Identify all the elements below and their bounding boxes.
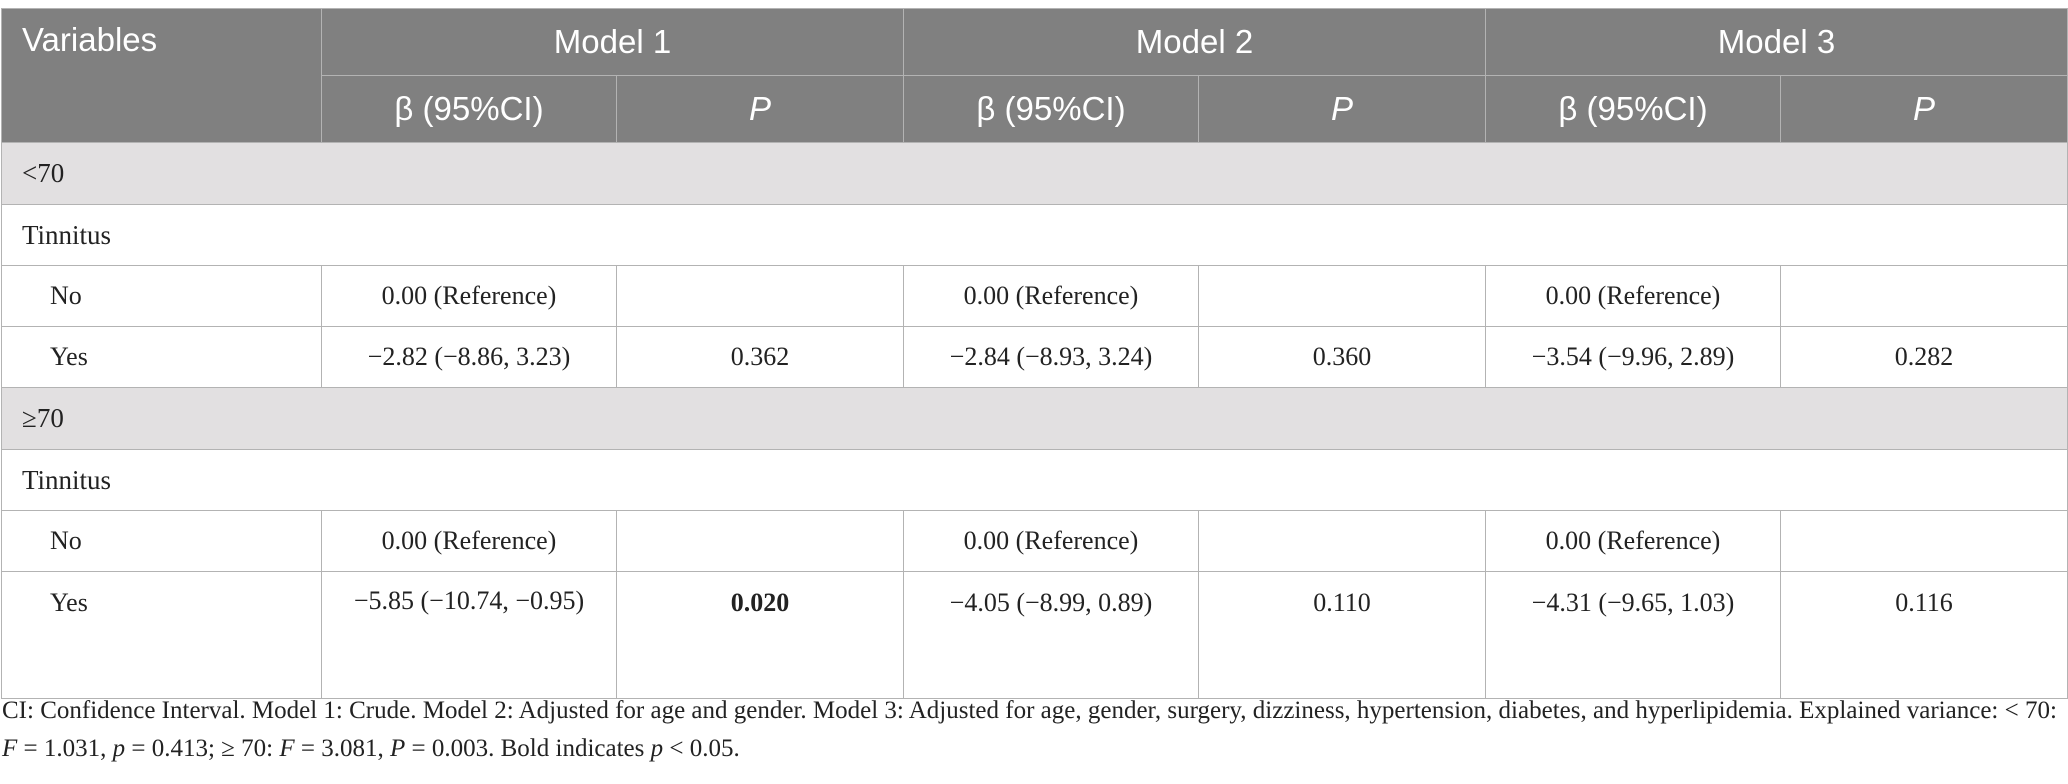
- header-p-m3: P: [1780, 75, 2068, 143]
- cell-m3-beta: −3.54 (−9.96, 2.89): [1485, 326, 1781, 388]
- cell-m1-beta: −5.85 (−10.74, −0.95): [321, 571, 617, 699]
- cell-m2-beta: 0.00 (Reference): [903, 265, 1199, 327]
- group-label: ≥70: [1, 387, 2068, 450]
- footnote-f-symbol: F: [2, 735, 18, 762]
- cell-m1-p-significant: 0.020: [616, 571, 904, 699]
- footnote-text: CI: Confidence Interval. Model 1: Crude.…: [2, 697, 2057, 724]
- footnote-text: = 0.413; ≥ 70:: [125, 735, 280, 762]
- results-table-container: Variables Model 1 Model 2 Model 3 β (95%…: [0, 8, 2068, 699]
- header-p-m2: P: [1198, 75, 1486, 143]
- header-beta-m1: β (95%CI): [321, 75, 617, 143]
- group-row-70-and-over: ≥70: [1, 387, 2068, 450]
- cell-m3-p: [1780, 265, 2068, 327]
- footnote-p-symbol: p: [112, 735, 126, 762]
- header-variables: Variables: [1, 8, 322, 143]
- footnote-p-symbol: P: [390, 735, 406, 762]
- table-row: Yes −2.82 (−8.86, 3.23) 0.362 −2.84 (−8.…: [1, 326, 2068, 388]
- header-row-models: Variables Model 1 Model 2 Model 3: [1, 8, 2068, 143]
- cell-m3-p: 0.116: [1780, 571, 2068, 699]
- footnote-text: = 0.003. Bold indicates: [405, 735, 651, 762]
- cell-m2-beta: −4.05 (−8.99, 0.89): [903, 571, 1199, 699]
- cell-m2-p: 0.110: [1198, 571, 1486, 699]
- row-label: Yes: [1, 326, 322, 388]
- table-row: Yes −5.85 (−10.74, −0.95) 0.020 −4.05 (−…: [1, 571, 2068, 699]
- footnote-f-symbol: F: [279, 735, 295, 762]
- results-table: Variables Model 1 Model 2 Model 3 β (95%…: [1, 8, 2068, 699]
- row-label: Yes: [1, 571, 322, 699]
- header-beta-m2: β (95%CI): [903, 75, 1199, 143]
- row-label: No: [1, 265, 322, 327]
- cell-m3-beta: 0.00 (Reference): [1485, 265, 1781, 327]
- table-footnote: CI: Confidence Interval. Model 1: Crude.…: [2, 692, 2062, 768]
- cell-m1-p: [616, 265, 904, 327]
- footnote-text: = 3.081,: [294, 735, 390, 762]
- cell-m2-beta: −2.84 (−8.93, 3.24): [903, 326, 1199, 388]
- header-model-2: Model 2: [903, 8, 1486, 76]
- cell-m2-p: [1198, 265, 1486, 327]
- cell-m1-p: 0.362: [616, 326, 904, 388]
- cell-m3-p: 0.282: [1780, 326, 2068, 388]
- footnote-p-symbol: p: [650, 735, 664, 762]
- footnote-text: = 1.031,: [17, 735, 113, 762]
- cell-m1-beta: −2.82 (−8.86, 3.23): [321, 326, 617, 388]
- cell-m3-p: [1780, 510, 2068, 572]
- header-row-stats: β (95%CI) P β (95%CI) P β (95%CI) P: [2, 75, 2068, 143]
- subgroup-label: Tinnitus: [1, 449, 2068, 511]
- cell-m3-beta: −4.31 (−9.65, 1.03): [1485, 571, 1781, 699]
- cell-m2-beta: 0.00 (Reference): [903, 510, 1199, 572]
- subgroup-row-tinnitus: Tinnitus: [1, 449, 2068, 511]
- table-row: No 0.00 (Reference) 0.00 (Reference) 0.0…: [1, 510, 2068, 572]
- group-label: <70: [1, 142, 2068, 205]
- header-p-m1: P: [616, 75, 904, 143]
- header-model-1: Model 1: [321, 8, 904, 76]
- row-label: No: [1, 510, 322, 572]
- cell-m2-p: [1198, 510, 1486, 572]
- cell-m3-beta: 0.00 (Reference): [1485, 510, 1781, 572]
- cell-m1-p: [616, 510, 904, 572]
- header-beta-m3: β (95%CI): [1485, 75, 1781, 143]
- group-row-under-70: <70: [1, 142, 2068, 205]
- cell-m1-beta: 0.00 (Reference): [321, 265, 617, 327]
- cell-m2-p: 0.360: [1198, 326, 1486, 388]
- cell-m1-beta: 0.00 (Reference): [321, 510, 617, 572]
- subgroup-row-tinnitus: Tinnitus: [1, 204, 2068, 266]
- subgroup-label: Tinnitus: [1, 204, 2068, 266]
- footnote-text: < 0.05.: [663, 735, 740, 762]
- table-row: No 0.00 (Reference) 0.00 (Reference) 0.0…: [1, 265, 2068, 327]
- header-model-3: Model 3: [1485, 8, 2068, 76]
